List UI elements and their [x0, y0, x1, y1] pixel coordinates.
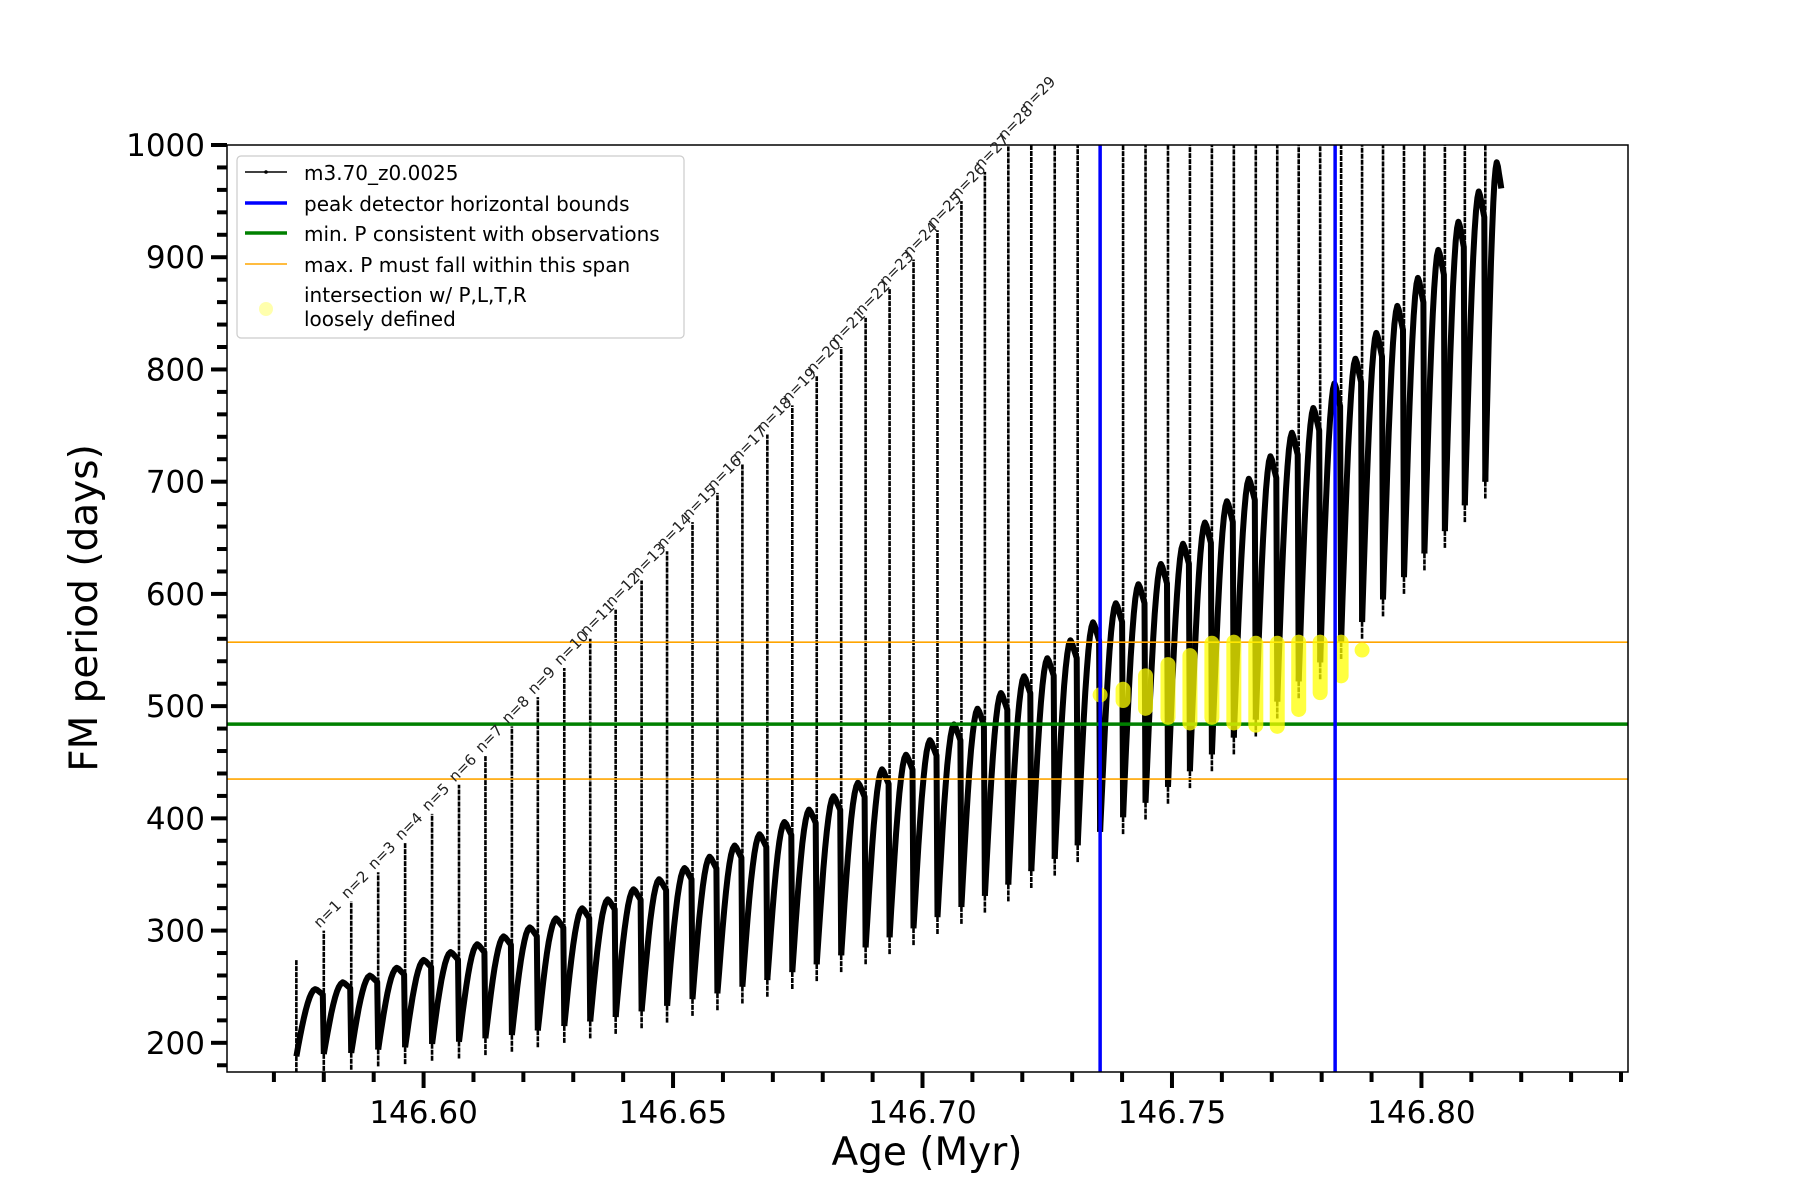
- axes-frame: [226, 144, 1629, 1073]
- y-tick-label: 700: [146, 465, 205, 501]
- mode-label: n=4: [391, 809, 426, 844]
- y-axis-label: FM period (days): [62, 444, 107, 772]
- plot-area: [227, 145, 1628, 1072]
- mode-label: n=3: [364, 838, 399, 873]
- series-arc: [1461, 188, 1489, 506]
- legend-label-model: m3.70_z0.0025: [304, 161, 459, 185]
- series-arc: [508, 924, 541, 1036]
- y-tick-label: 600: [146, 577, 205, 613]
- y-tick-label: 200: [146, 1026, 205, 1062]
- legend-label-green: min. P consistent with observations: [304, 222, 660, 246]
- x-axis-label: Age (Myr): [831, 1130, 1022, 1175]
- series-arc: [1359, 329, 1386, 623]
- series-arc: [958, 705, 988, 908]
- y-tick-label: 400: [146, 801, 205, 837]
- y-tick-label: 1000: [126, 128, 205, 164]
- x-axis: 146.60 146.65 146.70 146.75 146.80: [271, 1072, 1624, 1131]
- series-arc: [1441, 218, 1468, 532]
- y-axis: 200 300 400 500 600 700 800 900 1000: [126, 128, 227, 1068]
- mode-label: n=2: [337, 867, 372, 902]
- mode-label: n=9: [524, 663, 559, 698]
- x-tick-label: 146.80: [1367, 1095, 1475, 1131]
- series-arc: [886, 751, 917, 938]
- legend-box: [236, 155, 685, 339]
- mode-label: n=8: [498, 692, 533, 727]
- series-arc: [612, 886, 645, 1018]
- legend-marker-model: [264, 170, 268, 174]
- series-arc: [689, 853, 721, 1000]
- series-arc: [1120, 581, 1149, 818]
- series-arc: [1482, 159, 1505, 482]
- series-arc: [534, 915, 568, 1031]
- series-arc: [638, 876, 671, 1012]
- x-tick-label: 146.75: [1118, 1095, 1226, 1131]
- series-arc: [1317, 380, 1345, 663]
- series-arc: [789, 806, 820, 973]
- series-arc: [981, 690, 1012, 896]
- x-tick-label: 146.60: [369, 1095, 477, 1131]
- y-tick-label: 300: [146, 914, 205, 950]
- series-arc: [862, 766, 893, 948]
- mode-label: n=29: [1017, 73, 1059, 115]
- mode-label: n=7: [472, 721, 507, 756]
- y-tick-label: 500: [146, 689, 205, 725]
- series-arc: [1051, 637, 1081, 859]
- series-arc: [1097, 600, 1127, 832]
- series-arc: [664, 865, 696, 1007]
- legend: m3.70_z0.0025 peak detector horizontal b…: [236, 155, 685, 339]
- series-arc: [910, 737, 941, 929]
- legend-label-blue: peak detector horizontal bounds: [304, 192, 630, 216]
- series-arc: [456, 941, 489, 1043]
- series-arc: [320, 979, 355, 1055]
- series-arc: [813, 793, 845, 965]
- series-arc: [402, 956, 436, 1048]
- x-tick-label: 146.65: [619, 1095, 727, 1131]
- series-arc: [1274, 429, 1302, 702]
- y-tick-label: 900: [146, 240, 205, 276]
- mode-label: n=1: [310, 896, 345, 931]
- series-arc: [429, 949, 462, 1045]
- legend-label-yellow-1: intersection w/ P,L,T,R: [304, 283, 527, 307]
- series-arc: [348, 972, 382, 1054]
- series-arc: [1005, 673, 1035, 885]
- series-arc: [714, 842, 746, 994]
- series-arc: [739, 831, 771, 987]
- series-arc: [1380, 302, 1407, 600]
- legend-label-yellow-2: loosely defined: [304, 307, 456, 331]
- series-arc: [1401, 274, 1428, 578]
- series-arc: [561, 905, 594, 1027]
- series-arc: [587, 896, 619, 1022]
- series-arc: [764, 819, 796, 981]
- series-arc: [482, 933, 515, 1039]
- legend-marker-yellow: [259, 302, 273, 316]
- series-arc: [1295, 405, 1324, 682]
- mode-label: n=6: [445, 750, 480, 785]
- mode-label: n=5: [418, 780, 453, 815]
- legend-label-orange: max. P must fall within this span: [304, 253, 630, 277]
- series-arc: [934, 721, 965, 918]
- series-arc: [1074, 619, 1104, 846]
- series-arc: [1338, 355, 1366, 643]
- series-arc: [375, 964, 409, 1051]
- y-tick-label: 800: [146, 352, 205, 388]
- series-arc: [293, 986, 327, 1057]
- series-arc: [1028, 655, 1058, 872]
- x-tick-label: 146.70: [868, 1095, 976, 1131]
- series-arc: [1421, 246, 1448, 554]
- series-arc: [1252, 453, 1281, 720]
- series-arc: [838, 779, 869, 956]
